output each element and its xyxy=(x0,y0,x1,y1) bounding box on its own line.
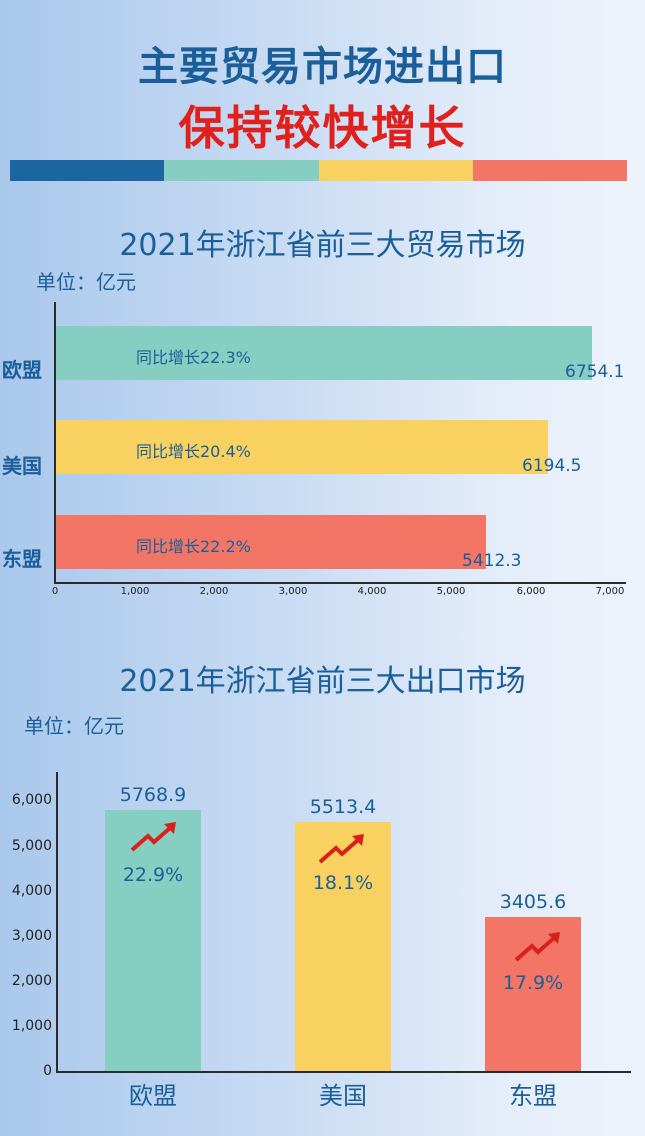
export-chart-unit: 单位：亿元 xyxy=(24,714,124,738)
trade-chart-y-axis xyxy=(54,302,56,584)
trade-category-label: 美国 xyxy=(2,454,42,478)
trade-bar-asean: 同比增长22.2% xyxy=(56,515,486,569)
y-tick: 0 xyxy=(43,1063,52,1079)
y-tick: 2,000 xyxy=(11,973,52,989)
trade-bar-growth-label: 同比增长22.2% xyxy=(136,537,251,556)
y-tick: 6,000 xyxy=(11,792,52,808)
trend-up-arrow-icon xyxy=(130,822,176,852)
export-bar-growth: 18.1% xyxy=(312,872,374,894)
export-bar-growth: 22.9% xyxy=(122,864,184,886)
x-tick: 6,000 xyxy=(516,586,546,597)
export-category-label: 美国 xyxy=(319,1082,367,1110)
y-tick: 5,000 xyxy=(11,838,52,854)
x-tick: 1,000 xyxy=(120,586,150,597)
export-bar-value: 3405.6 xyxy=(499,891,567,913)
trade-chart-title: 2021年浙江省前三大贸易市场 xyxy=(119,228,526,263)
export-bar-value: 5768.9 xyxy=(119,784,187,806)
trade-chart-x-axis xyxy=(54,582,626,584)
stripe-segment-blue xyxy=(10,160,165,181)
export-category-label: 欧盟 xyxy=(129,1082,177,1110)
y-tick: 4,000 xyxy=(11,883,52,899)
stripe-segment-yellow xyxy=(318,160,473,181)
trade-bar-eu: 同比增长22.3% xyxy=(56,326,592,380)
y-tick: 3,000 xyxy=(11,928,52,944)
x-tick: 4,000 xyxy=(357,586,387,597)
trade-bar-growth-label: 同比增长22.3% xyxy=(136,348,251,367)
trade-bar-value: 6754.1 xyxy=(565,362,625,382)
trend-up-arrow-icon xyxy=(318,834,364,864)
trade-chart-unit: 单位：亿元 xyxy=(36,270,136,294)
export-bar-value: 5513.4 xyxy=(309,796,377,818)
x-tick: 7,000 xyxy=(595,586,625,597)
trade-category-label: 东盟 xyxy=(2,547,42,571)
trade-bar-us: 同比增长20.4% xyxy=(56,420,548,474)
stripe-segment-teal xyxy=(164,160,319,181)
x-tick: 3,000 xyxy=(278,586,308,597)
trade-bar-value: 6194.5 xyxy=(522,456,582,476)
export-bar-eu xyxy=(105,810,201,1071)
page-subtitle: 保持较快增长 xyxy=(178,101,467,155)
export-bar-growth: 17.9% xyxy=(502,972,564,994)
trade-chart: 同比增长22.3% 6754.1 欧盟 同比增长20.4% 6194.5 美国 … xyxy=(2,302,626,597)
export-bar-asean xyxy=(485,917,581,1071)
stripe-segment-coral xyxy=(472,160,627,181)
color-stripe xyxy=(10,160,627,181)
export-chart-y-axis xyxy=(56,772,58,1073)
trade-category-label: 欧盟 xyxy=(2,358,42,382)
export-chart-title: 2021年浙江省前三大出口市场 xyxy=(119,664,526,699)
x-tick: 2,000 xyxy=(199,586,229,597)
trade-bar-value: 5412.3 xyxy=(462,551,522,571)
trade-bar-growth-label: 同比增长20.4% xyxy=(136,442,251,461)
x-tick: 5,000 xyxy=(436,586,466,597)
export-chart-x-axis xyxy=(56,1071,631,1073)
y-tick: 1,000 xyxy=(11,1018,52,1034)
trend-up-arrow-icon xyxy=(514,932,560,962)
x-tick: 0 xyxy=(51,586,59,597)
page-title: 主要贸易市场进出口 xyxy=(138,44,507,90)
export-category-label: 东盟 xyxy=(509,1082,557,1110)
export-bar-us xyxy=(295,822,391,1071)
